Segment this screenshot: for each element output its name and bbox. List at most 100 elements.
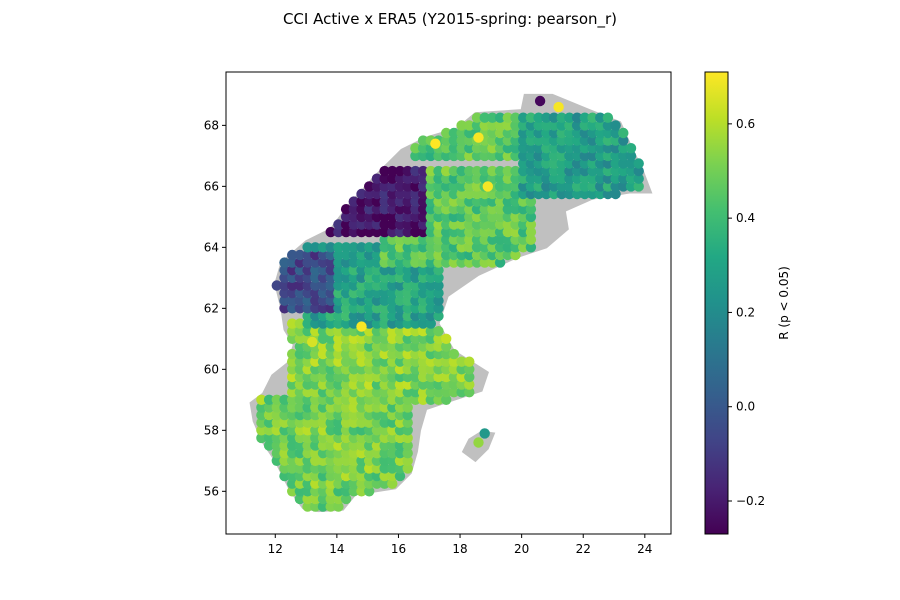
data-point [441, 371, 452, 383]
data-point [518, 120, 529, 131]
data-point [302, 486, 313, 497]
data-point [487, 143, 498, 154]
data-point [417, 211, 429, 223]
data-point [494, 211, 506, 223]
data-point [448, 135, 460, 146]
data-point [471, 196, 483, 207]
data-point [310, 280, 321, 291]
data-point [294, 448, 306, 459]
data-point [602, 158, 614, 169]
data-point [371, 379, 383, 390]
data-point [271, 455, 282, 466]
data-point [371, 310, 383, 322]
data-point [402, 455, 413, 466]
data-point [340, 318, 352, 329]
data-point [579, 173, 590, 184]
data-point [371, 356, 383, 367]
data-point [294, 394, 306, 405]
data-point [379, 356, 390, 367]
data-point [571, 158, 583, 169]
data-point [317, 432, 329, 444]
data-point [425, 303, 436, 314]
data-point [471, 112, 483, 123]
data-points [256, 95, 644, 512]
data-point [441, 242, 452, 253]
data-point [494, 234, 506, 245]
data-point [602, 112, 614, 123]
data-point [325, 486, 336, 497]
data-point [379, 432, 390, 444]
data-point [548, 135, 560, 146]
data-point [479, 211, 490, 223]
data-point [479, 226, 490, 238]
data-point [587, 181, 598, 192]
data-point [310, 310, 321, 322]
data-point [448, 249, 460, 261]
x-tick-label: 16 [391, 542, 406, 556]
data-point [371, 242, 383, 253]
data-point [287, 478, 298, 489]
data-point [441, 333, 452, 344]
data-point [448, 165, 460, 177]
data-point [410, 318, 421, 329]
data-point [394, 409, 406, 421]
data-point [487, 188, 498, 200]
data-point [379, 226, 390, 238]
data-point [402, 409, 413, 421]
data-point [441, 150, 452, 162]
data-point [302, 303, 313, 314]
data-point [571, 188, 583, 200]
data-point [394, 272, 406, 283]
data-point [340, 287, 352, 299]
data-point [394, 226, 406, 238]
data-point [379, 272, 390, 283]
data-point [402, 165, 413, 177]
data-point [371, 211, 383, 223]
data-point [379, 173, 390, 184]
data-point [456, 173, 467, 184]
data-point-highlight [482, 181, 493, 192]
data-point [340, 272, 352, 283]
data-point [287, 486, 298, 497]
data-point [348, 356, 359, 367]
data-point [317, 371, 329, 383]
data-point [348, 348, 359, 360]
data-point [379, 348, 390, 360]
data-point [356, 387, 367, 398]
data-point [394, 280, 406, 291]
data-point [317, 356, 329, 367]
data-point [533, 135, 544, 146]
data-point [271, 440, 282, 451]
data-point [402, 204, 413, 215]
data-point [256, 432, 267, 444]
data-point [402, 226, 413, 238]
data-point [464, 242, 475, 253]
data-point [441, 379, 452, 390]
data-point [317, 341, 329, 352]
data-point [387, 272, 398, 283]
data-point [302, 463, 313, 474]
data-point [294, 333, 306, 344]
data-point [310, 295, 321, 306]
data-point [402, 402, 413, 413]
data-point [571, 135, 583, 146]
data-point [287, 249, 298, 261]
data-point [310, 249, 321, 261]
data-point [364, 211, 375, 223]
data-point [302, 425, 313, 436]
data-point [433, 303, 444, 314]
data-point [425, 204, 436, 215]
data-point [441, 234, 452, 245]
data-point [279, 470, 290, 482]
data-point [394, 181, 406, 192]
data-point [348, 310, 359, 322]
data-point [595, 112, 606, 123]
data-point [425, 265, 436, 276]
data-point [402, 188, 413, 200]
data-point [333, 333, 344, 344]
data-point [456, 371, 467, 383]
data-point [317, 402, 329, 413]
data-point [387, 295, 398, 306]
data-point [433, 219, 444, 230]
data-point [325, 318, 336, 329]
